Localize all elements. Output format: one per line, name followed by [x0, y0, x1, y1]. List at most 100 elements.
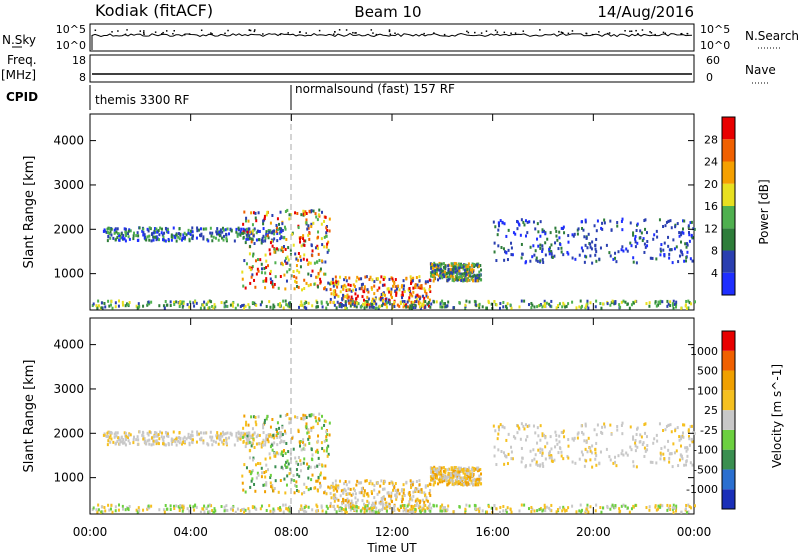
power-cell — [293, 287, 296, 291]
power-cell — [643, 242, 646, 246]
velocity-cell — [387, 504, 390, 508]
velocity-cell — [520, 460, 523, 464]
velocity-cell — [616, 428, 619, 432]
power-cell — [617, 250, 620, 254]
velocity-cell — [453, 482, 456, 486]
velocity-cell — [587, 436, 590, 440]
velocity-cell — [339, 479, 342, 483]
nsearch-point — [571, 30, 574, 32]
power-cell — [573, 232, 576, 236]
power-cell — [249, 230, 252, 234]
power-cell — [215, 230, 218, 234]
power-cell — [341, 298, 344, 302]
power-cell — [632, 260, 635, 264]
velocity-cell — [671, 465, 674, 469]
power-cell — [148, 238, 151, 242]
velocity-cell — [632, 460, 635, 464]
velocity-cell — [92, 506, 95, 510]
nsearch-point — [211, 33, 213, 35]
velocity-cell — [632, 437, 635, 441]
power-cell — [640, 231, 643, 235]
velocity-cell — [390, 491, 393, 495]
velocity-cell — [620, 423, 623, 427]
velocity-cell — [299, 462, 302, 466]
velocity-cell — [663, 457, 666, 461]
velocity-cell — [567, 506, 570, 510]
velocity-cell — [241, 508, 244, 512]
power-cell — [324, 215, 327, 219]
power-cell — [350, 289, 353, 293]
power-cell — [438, 268, 441, 272]
velocity-cell — [147, 504, 150, 508]
velocity-cell — [635, 465, 638, 469]
velocity-cell — [427, 504, 430, 508]
power-cell — [170, 233, 173, 237]
velocity-cell — [248, 438, 251, 442]
nsearch-point — [162, 31, 164, 34]
nsearch-point — [172, 32, 174, 35]
power-cell — [408, 296, 411, 300]
power-cell — [203, 306, 206, 310]
power-cell — [620, 300, 623, 304]
velocity-cell — [529, 463, 532, 467]
power-cell — [433, 274, 436, 278]
power-cell — [333, 295, 336, 299]
velocity-cell — [415, 480, 418, 484]
velocity-cell — [407, 509, 410, 513]
power-cell — [221, 236, 224, 240]
velocity-cell — [474, 467, 477, 471]
velocity-cell — [265, 436, 268, 440]
power-cell — [181, 305, 184, 309]
velocity-cell — [456, 470, 459, 474]
velocity-cell — [465, 503, 468, 507]
velocity-cell — [192, 438, 195, 442]
power-cell — [426, 295, 429, 299]
power-cell — [684, 242, 687, 246]
colorbar-tick-label: 12 — [704, 222, 718, 235]
velocity-cell — [285, 460, 288, 464]
power-cell — [247, 230, 250, 234]
power-cell — [152, 231, 155, 235]
power-cell — [291, 232, 294, 236]
power-cell — [275, 247, 278, 251]
velocity-cell — [655, 461, 658, 465]
velocity-cell — [687, 510, 690, 514]
velocity-cell — [235, 434, 238, 438]
power-cell — [686, 242, 689, 246]
velocity-cell — [109, 440, 112, 444]
power-cell — [337, 282, 340, 286]
power-cell — [384, 302, 387, 306]
power-cell — [339, 290, 342, 294]
power-cell — [586, 299, 589, 303]
velocity-cell — [526, 424, 529, 428]
power-cell — [584, 218, 587, 222]
power-cell — [316, 301, 319, 305]
power-cell — [112, 236, 115, 240]
power-cell — [354, 288, 357, 292]
velocity-cell — [295, 468, 298, 472]
power-cell — [683, 259, 686, 263]
power-cell — [279, 237, 282, 241]
power-cell — [307, 262, 310, 266]
velocity-cell — [519, 437, 522, 441]
velocity-cell — [213, 507, 216, 511]
velocity-cell — [162, 439, 165, 443]
power-cell — [216, 230, 219, 234]
velocity-cell — [250, 415, 253, 419]
power-cell — [283, 225, 286, 229]
velocity-cell — [468, 504, 471, 508]
power-cell — [288, 268, 291, 272]
velocity-cell — [644, 431, 647, 435]
power-cell — [448, 273, 451, 277]
velocity-cell — [265, 469, 268, 473]
power-cell — [286, 270, 289, 274]
power-cell — [612, 257, 615, 261]
power-cell — [505, 234, 508, 238]
power-cell — [127, 235, 130, 239]
velocity-cell — [361, 499, 364, 503]
power-cell — [662, 225, 665, 229]
cpid-mode-2: normalsound (fast) 157 RF — [295, 82, 455, 96]
velocity-cell — [585, 459, 588, 463]
power-cell — [614, 251, 617, 255]
power-cell — [222, 234, 225, 238]
